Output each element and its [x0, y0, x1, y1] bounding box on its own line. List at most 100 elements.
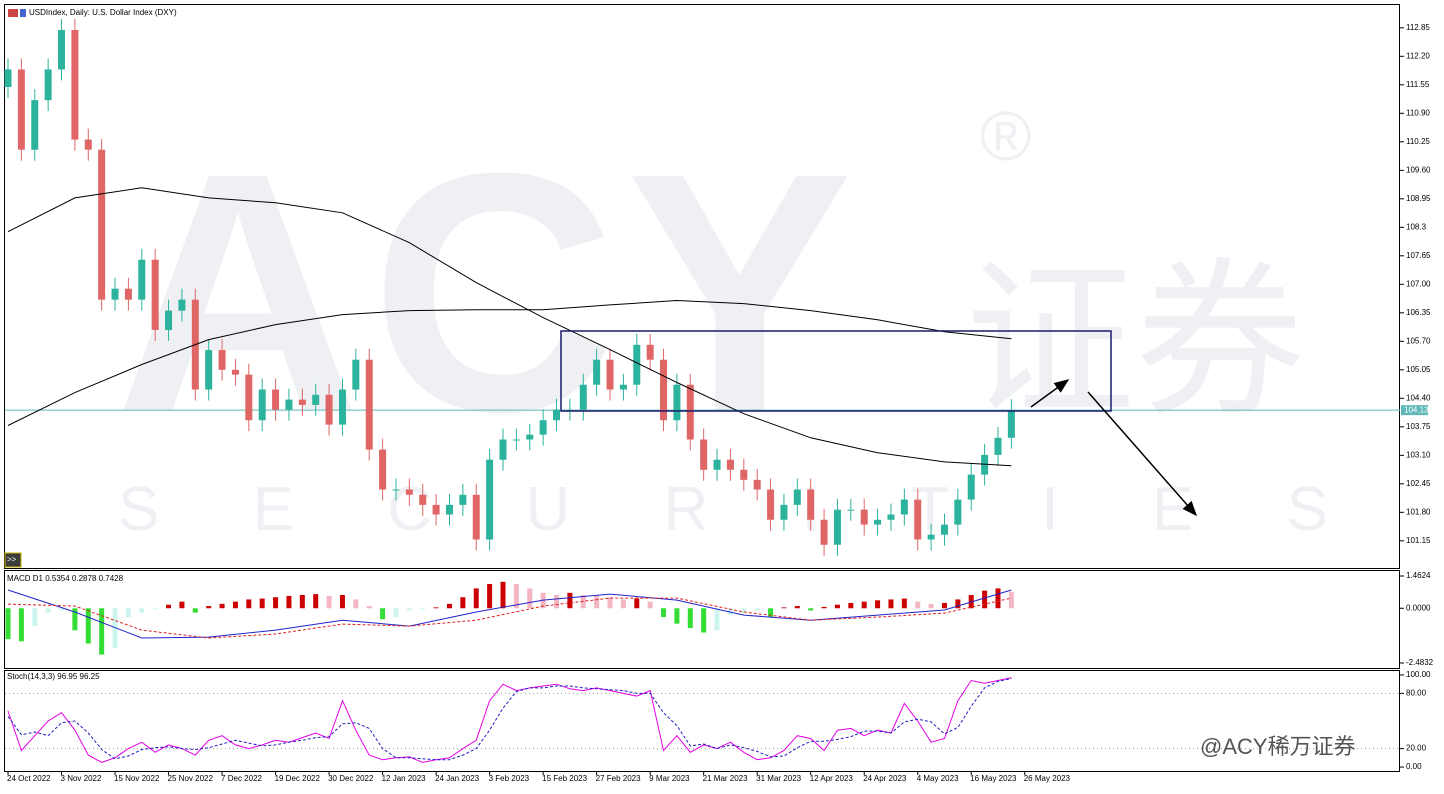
- candle-body: [539, 420, 547, 435]
- candle-body: [713, 459, 721, 470]
- candle-body: [686, 384, 694, 440]
- y-tick-label: 1.4624: [1406, 571, 1431, 580]
- macd-line: [7, 597, 1012, 639]
- y-tick-label: 110.90: [1406, 108, 1430, 117]
- candle-body: [31, 100, 39, 150]
- candle-body: [218, 350, 226, 370]
- macd-bar: [794, 606, 800, 609]
- candle-body: [352, 359, 360, 390]
- macd-bar: [674, 608, 680, 624]
- y-tick-label: 108.3: [1406, 222, 1427, 231]
- y-tick-label: 103.10: [1406, 450, 1431, 459]
- macd-bar: [273, 597, 279, 609]
- macd-bar: [500, 581, 506, 609]
- candle-body: [740, 469, 748, 480]
- candle-body: [312, 394, 320, 405]
- candle-body: [512, 439, 520, 441]
- y-tick-label: 103.75: [1406, 422, 1431, 431]
- candle-body: [726, 459, 734, 470]
- macd-bar: [620, 599, 626, 609]
- macd-bar: [901, 598, 907, 609]
- macd-bar: [687, 608, 693, 629]
- macd-label: MACD D1 0.5354 0.2878 0.7428: [7, 574, 124, 583]
- candle-body: [84, 139, 92, 150]
- candle-body: [138, 259, 146, 300]
- arrow-up: [1030, 379, 1070, 408]
- candle-body: [459, 494, 467, 505]
- macd-bar: [995, 588, 1001, 609]
- candle-body: [71, 29, 79, 140]
- macd-bar: [433, 607, 439, 609]
- x-tick-label: 21 Mar 2023: [703, 774, 748, 783]
- candle-body: [673, 384, 681, 421]
- candle-body: [445, 504, 453, 515]
- candle-body: [793, 489, 801, 505]
- macd-bar: [848, 602, 854, 609]
- candle-body: [298, 399, 306, 405]
- macd-bar: [206, 606, 212, 609]
- expand-button-label[interactable]: >>: [7, 555, 17, 564]
- y-tick-label: 101.80: [1406, 507, 1431, 516]
- candle-body: [231, 369, 239, 375]
- candle-body: [325, 394, 333, 425]
- watermark-logo: ACY: [115, 103, 863, 483]
- x-tick-label: 30 Dec 2022: [328, 774, 374, 783]
- chart-icon: [8, 9, 18, 17]
- plots: 112.85 112.20 111.55 110.90 110.25 109.60 108.…: [4, 19, 1434, 783]
- y-tick-label: 0.0000: [1406, 603, 1431, 612]
- macd-bar: [286, 595, 292, 609]
- candle-body: [566, 409, 574, 411]
- candle-body: [579, 384, 587, 410]
- macd-bar: [339, 595, 345, 609]
- y-tick-label: 104.40: [1406, 393, 1431, 402]
- macd-bar: [166, 604, 172, 609]
- main-pane-border: [4, 4, 1400, 569]
- macd-bar: [754, 608, 760, 611]
- y-tick-label: 100.00: [1406, 670, 1431, 679]
- x-tick-label: 16 May 2023: [970, 774, 1017, 783]
- candle-body: [553, 409, 561, 421]
- y-tick-label: 105.70: [1406, 336, 1431, 345]
- candle-body: [700, 439, 708, 470]
- macd-bar: [554, 595, 560, 609]
- x-tick-label: 15 Feb 2023: [542, 774, 587, 783]
- macd-bar: [59, 608, 65, 611]
- macd-bar: [326, 595, 332, 609]
- candle-body: [405, 489, 413, 495]
- macd-bar: [982, 590, 988, 609]
- candle-body: [847, 509, 855, 511]
- macd-bar: [527, 588, 533, 609]
- candle-body: [17, 69, 25, 150]
- macd-bar: [366, 606, 372, 609]
- macd-bar: [607, 597, 613, 609]
- y-tick-label: 110.25: [1406, 137, 1430, 146]
- x-tick-label: 3 Feb 2023: [489, 774, 530, 783]
- watermark: ACY S E C U R I T I E S 证券 ®: [115, 97, 1328, 544]
- macd-bar: [634, 598, 640, 609]
- candle-body: [619, 384, 627, 390]
- y-tick-label: 106.35: [1406, 308, 1431, 317]
- watermark-chinese: 证券: [965, 247, 1305, 437]
- candle-body: [272, 389, 280, 410]
- candle-body: [606, 359, 614, 390]
- candle-body: [245, 374, 253, 421]
- candle-body: [927, 534, 935, 540]
- moving-average: [7, 299, 1012, 426]
- macd-bar: [875, 600, 881, 609]
- y-tick-label: 105.05: [1406, 365, 1431, 374]
- macd-bar: [32, 608, 38, 626]
- candle-body: [646, 344, 654, 360]
- expand-button[interactable]: [4, 552, 22, 568]
- macd-bar: [219, 603, 225, 609]
- x-tick-label: 7 Dec 2022: [221, 774, 262, 783]
- macd-bar: [955, 599, 961, 609]
- macd-bar: [714, 608, 720, 631]
- watermark-credit: @ACY稀万证券: [1200, 734, 1356, 759]
- macd-bar: [834, 604, 840, 609]
- moving-average: [7, 187, 1012, 467]
- macd-bar: [380, 608, 386, 620]
- y-tick-label: 20.00: [1406, 744, 1427, 753]
- macd-bar: [125, 608, 131, 618]
- candle-body: [874, 519, 882, 525]
